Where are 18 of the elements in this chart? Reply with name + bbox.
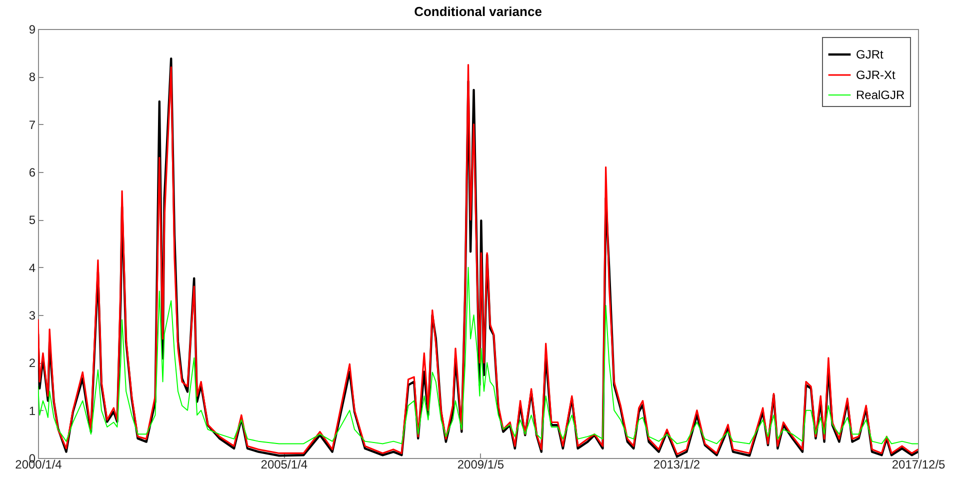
y-tick-label: 5 — [28, 213, 36, 228]
chart-title: Conditional variance — [414, 4, 542, 19]
y-tick-label: 1 — [28, 404, 36, 418]
x-tick-label: 2005/1/4 — [260, 458, 308, 472]
y-tick-label: 3 — [28, 308, 36, 322]
y-tick-label: 6 — [28, 166, 36, 180]
y-tick-label: 4 — [28, 260, 36, 275]
x-tick-label: 2013/1/2 — [653, 458, 700, 472]
y-tick-label: 7 — [28, 118, 36, 132]
line-series — [38, 266, 918, 444]
y-tick-label: 2 — [28, 356, 36, 370]
y-tick-label: 8 — [28, 70, 36, 84]
y-tick-label: 9 — [28, 22, 36, 36]
x-tick-label: 2009/1/5 — [457, 458, 504, 472]
x-tick-label: 2017/12/5 — [892, 458, 946, 472]
legend-label: GJR-Xt — [856, 68, 896, 82]
legend-label: RealGJR — [856, 88, 906, 102]
legend-label: GJRt — [856, 48, 884, 62]
